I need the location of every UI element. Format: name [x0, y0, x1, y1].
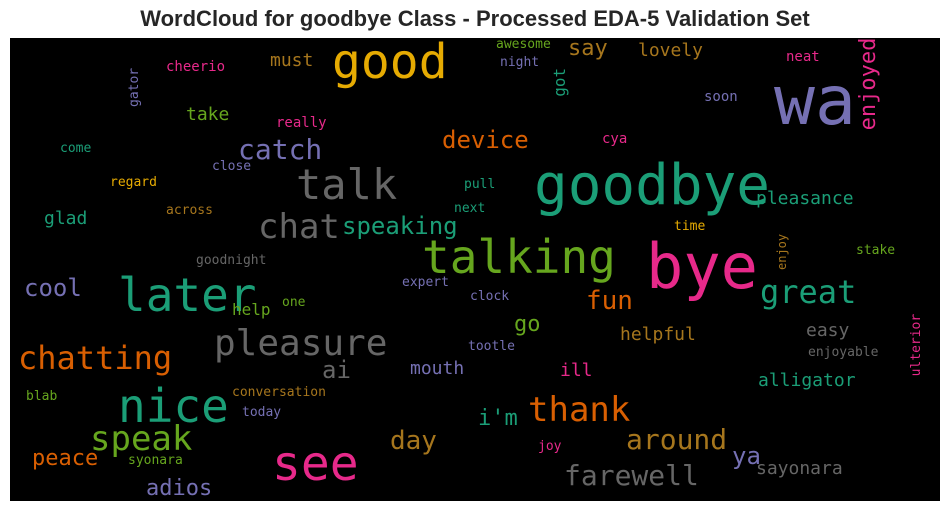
word-mouth: mouth — [410, 358, 465, 379]
word-clock: clock — [470, 289, 510, 304]
word-fun: fun — [586, 286, 633, 316]
word-wa: wa — [774, 62, 856, 141]
word-one: one — [282, 295, 306, 310]
word-next: next — [454, 201, 486, 216]
word-chatting: chatting — [18, 339, 173, 377]
word-ulterior: ulterior — [909, 313, 924, 377]
word-speaking: speaking — [342, 212, 458, 240]
word-gator: gator — [127, 67, 142, 107]
word-neat: neat — [786, 49, 820, 65]
word-pleasance: pleasance — [756, 188, 854, 209]
word-across: across — [166, 203, 213, 218]
word-day: day — [390, 426, 437, 456]
word-nice: nice — [118, 379, 229, 433]
word-awesome: awesome — [496, 38, 551, 52]
word-expert: expert — [402, 275, 449, 290]
word-ai: ai — [322, 356, 351, 384]
word-go: go — [514, 312, 541, 337]
word-goodnight: goodnight — [196, 253, 267, 268]
word-around: around — [626, 423, 728, 456]
word-pull: pull — [464, 177, 496, 192]
word-soon: soon — [704, 89, 738, 105]
word-lovely: lovely — [638, 40, 704, 61]
word-regard: regard — [110, 175, 157, 190]
word-bye: bye — [646, 230, 758, 303]
word-pleasure: pleasure — [214, 323, 388, 364]
word-device: device — [442, 126, 529, 154]
word-cool: cool — [24, 274, 82, 302]
word-see: see — [272, 436, 359, 492]
word-take: take — [186, 104, 230, 125]
word-stake: stake — [856, 243, 896, 258]
word-farewell: farewell — [564, 459, 699, 492]
word-tootle: tootle — [468, 339, 515, 354]
word-enjoyed: enjoyed — [856, 38, 881, 131]
word-time: time — [674, 219, 706, 234]
word-help: help — [232, 300, 271, 319]
word-got: got — [550, 67, 569, 97]
word-cheerio: cheerio — [166, 59, 226, 75]
word-good: good — [332, 38, 448, 90]
wordcloud-canvas: wa bye goodbye good talking see later nice talk p… — [10, 38, 940, 501]
word-chat: chat — [258, 207, 340, 247]
word-conversation: conversation — [232, 385, 326, 400]
word-goodbye: goodbye — [534, 153, 771, 218]
word-come: come — [60, 141, 92, 156]
word-sayonara: sayonara — [756, 458, 843, 479]
word-alligator: alligator — [758, 370, 856, 391]
word-cya: cya — [602, 131, 628, 147]
word-enjoyable: enjoyable — [808, 345, 879, 360]
word-catch: catch — [238, 133, 323, 166]
word-i-m: i'm — [478, 406, 518, 431]
word-blab: blab — [26, 389, 58, 404]
word-adios: adios — [146, 476, 213, 501]
word-syonara: syonara — [128, 453, 183, 468]
word-joy: joy — [538, 439, 562, 454]
word-close: close — [212, 159, 252, 174]
word-ill: ill — [560, 360, 593, 381]
word-speak: speak — [90, 419, 193, 459]
word-peace: peace — [32, 446, 99, 471]
word-say: say — [568, 38, 608, 61]
word-must: must — [270, 50, 314, 71]
word-night: night — [500, 55, 540, 70]
word-ya: ya — [732, 442, 761, 470]
word-talk: talk — [296, 160, 398, 209]
word-enjoy: enjoy — [775, 233, 789, 270]
word-today: today — [242, 405, 282, 420]
word-thank: thank — [528, 390, 631, 430]
word-talking: talking — [422, 230, 616, 284]
word-helpful: helpful — [620, 324, 696, 345]
word-later: later — [118, 268, 257, 322]
word-easy: easy — [806, 320, 850, 341]
chart-title: WordCloud for goodbye Class - Processed … — [140, 6, 810, 31]
word-glad: glad — [44, 208, 88, 229]
word-great: great — [760, 273, 857, 311]
word-really: really — [276, 115, 327, 131]
